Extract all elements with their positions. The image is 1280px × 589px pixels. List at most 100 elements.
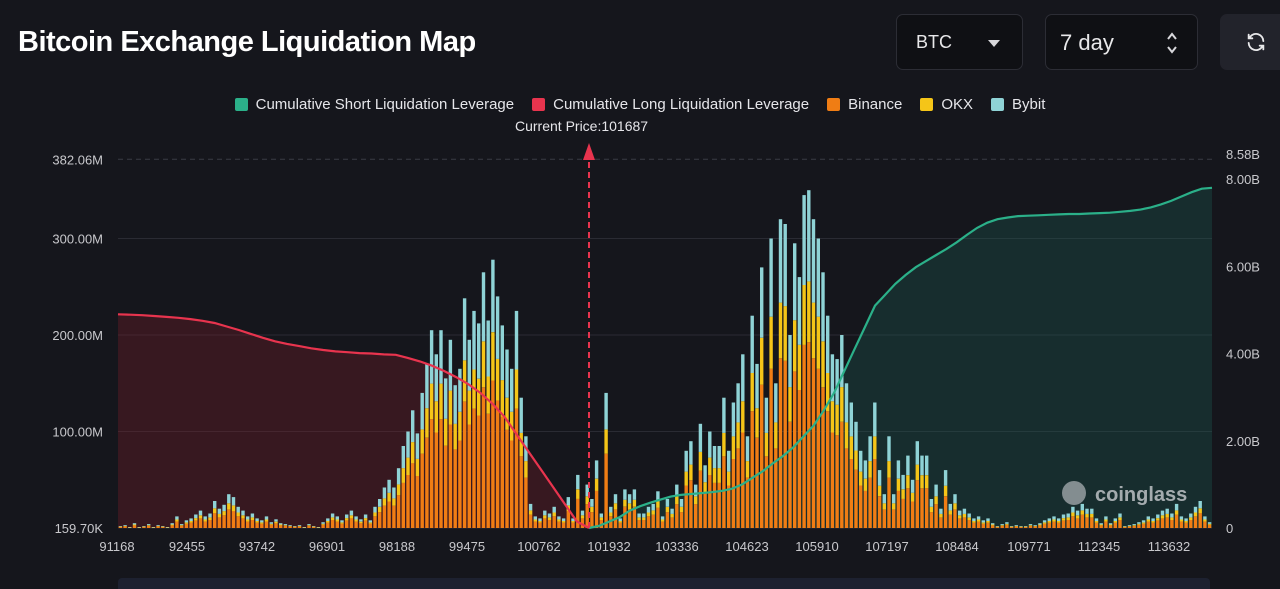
bar-bybit (156, 525, 160, 526)
bar-bybit (788, 335, 792, 388)
cumulative-short-line (588, 186, 1213, 530)
bar-okx (274, 521, 278, 524)
bar-bybit (1198, 501, 1202, 509)
bar-bybit (1127, 525, 1132, 526)
bar-bybit (1038, 523, 1042, 525)
bar-bybit (618, 518, 622, 521)
bar-okx (821, 341, 825, 388)
bar-bybit (1151, 518, 1155, 521)
legend-item[interactable]: Bybit (991, 96, 1045, 113)
bar-binance (712, 482, 717, 528)
x-tick-label: 98188 (379, 539, 415, 554)
bar-bybit (519, 397, 523, 433)
bar-binance (962, 517, 967, 528)
bar-bybit (727, 450, 731, 472)
bar-okx (877, 485, 882, 497)
bar-bybit (660, 516, 665, 520)
refresh-button[interactable] (1220, 14, 1280, 70)
bar-bybit (816, 238, 820, 317)
bar-binance (321, 524, 325, 528)
bar-bybit (458, 368, 462, 412)
bar-binance (807, 342, 811, 528)
bar-okx (213, 508, 217, 514)
bar-okx (736, 422, 740, 449)
bar-binance (510, 440, 514, 528)
coin-select[interactable]: BTC (896, 14, 1023, 70)
bar-bybit (585, 484, 589, 497)
bar-okx (1198, 508, 1202, 514)
x-tick-label: 104623 (725, 539, 768, 554)
bar-okx (783, 306, 787, 361)
time-range-select[interactable]: 7 day (1045, 14, 1198, 70)
bar-binance (1075, 518, 1080, 528)
bar-binance (264, 521, 269, 528)
legend-item[interactable]: Binance (827, 96, 902, 113)
bar-bybit (863, 460, 868, 479)
bar-binance (241, 518, 245, 528)
bar-bybit (255, 518, 259, 521)
bar-binance (231, 511, 236, 528)
bar-bybit (811, 219, 816, 303)
bar-binance (345, 520, 349, 528)
bar-bybit (939, 508, 943, 514)
bar-binance (590, 512, 594, 528)
bar-bybit (1189, 513, 1193, 518)
chart-scrollbar[interactable] (118, 578, 1210, 589)
bar-binance (760, 384, 764, 528)
bar-okx (788, 387, 792, 422)
bar-binance (1099, 525, 1103, 528)
bar-binance (378, 512, 382, 528)
bar-okx (557, 519, 561, 522)
bar-okx (236, 512, 240, 517)
bar-okx (538, 521, 542, 523)
bar-okx (321, 523, 325, 525)
bar-binance (953, 509, 957, 528)
legend-item[interactable]: OKX (920, 96, 973, 113)
bar-okx (401, 468, 405, 483)
bar-okx (972, 521, 976, 523)
bar-binance (1047, 522, 1051, 528)
bar-binance (618, 522, 622, 528)
bar-bybit (646, 506, 651, 513)
bar-bybit (580, 510, 585, 516)
bar-binance (623, 506, 627, 528)
bar-bybit (1005, 522, 1009, 524)
bar-bybit (854, 421, 858, 451)
bar-bybit (1090, 508, 1094, 514)
bar-binance (1123, 526, 1127, 528)
bar-binance (557, 521, 561, 528)
legend-item[interactable]: Cumulative Long Liquidation Leverage (532, 96, 809, 113)
bar-binance (462, 401, 467, 528)
bar-okx (1028, 525, 1033, 526)
bar-okx (953, 503, 957, 510)
bar-okx (1024, 526, 1028, 528)
bar-okx (312, 526, 316, 528)
bar-bybit (198, 510, 203, 516)
bar-binance (368, 523, 372, 528)
bar-binance (1118, 520, 1122, 528)
y-left-tick-label: 100.00M (52, 425, 103, 440)
bar-bybit (1071, 506, 1075, 513)
bar-okx (679, 506, 684, 513)
bar-bybit (312, 526, 316, 527)
bar-okx (599, 517, 603, 520)
bar-okx (392, 498, 396, 506)
bar-okx (755, 408, 759, 438)
bar-binance (420, 453, 424, 528)
x-tick-label: 112345 (1078, 539, 1120, 554)
bar-bybit (736, 383, 740, 423)
bar-okx (708, 457, 712, 475)
bar-bybit (477, 323, 481, 379)
bar-okx (363, 518, 368, 521)
bar-okx (920, 475, 924, 489)
y-left-tick-label: 159.70K (55, 521, 104, 536)
bar-bybit (821, 272, 825, 342)
bar-okx (830, 401, 835, 433)
bar-bybit (991, 523, 995, 525)
bar-okx (1207, 523, 1212, 525)
legend-item[interactable]: Cumulative Short Liquidation Leverage (234, 96, 514, 113)
bar-bybit (906, 455, 910, 476)
bar-binance (863, 490, 868, 528)
bar-okx (1151, 521, 1155, 523)
bar-bybit (656, 491, 660, 502)
